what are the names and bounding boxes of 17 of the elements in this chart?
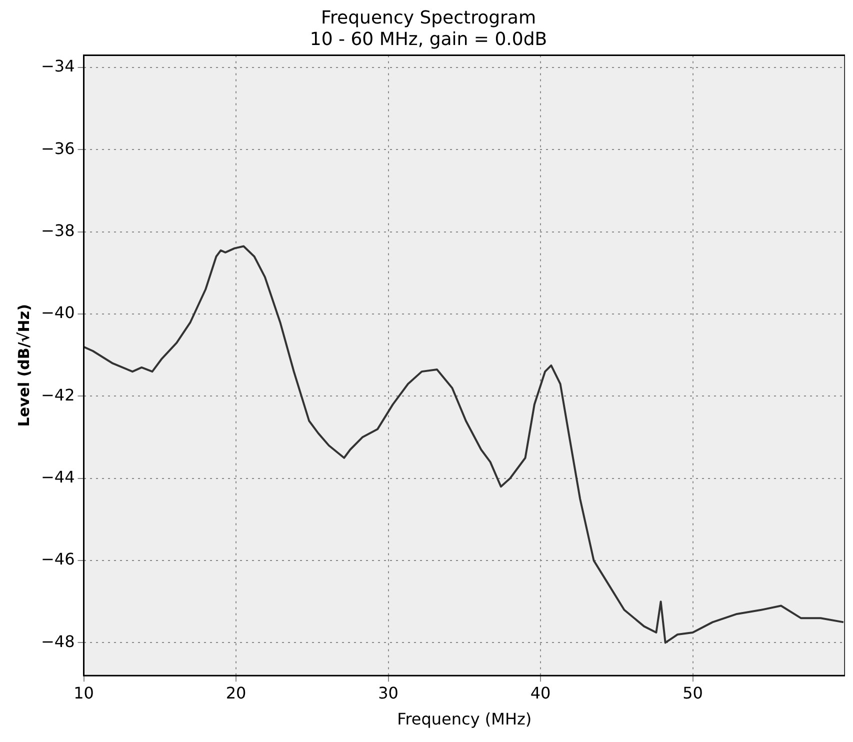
y-tick-label: −34 — [41, 56, 75, 76]
x-axis-title: Frequency (MHz) — [397, 710, 532, 729]
y-axis-title: Level (dB/√Hz) — [14, 304, 33, 427]
x-tick-label: 40 — [530, 683, 551, 702]
x-tick-label: 20 — [226, 683, 246, 702]
y-tick-label: −38 — [41, 221, 75, 240]
chart-subtitle: 10 - 60 MHz, gain = 0.0dB — [310, 29, 548, 50]
y-tick-label: −46 — [41, 550, 75, 569]
x-tick-label: 10 — [74, 683, 94, 702]
y-tick-label: −44 — [41, 468, 75, 487]
y-tick-label: −48 — [41, 632, 75, 651]
y-tick-label: −36 — [41, 138, 75, 158]
x-tick-label: 50 — [682, 683, 703, 702]
x-tick-label: 30 — [378, 683, 398, 702]
y-tick-label: −42 — [41, 385, 75, 404]
chart-title: Frequency Spectrogram — [321, 7, 536, 28]
y-tick-label: −40 — [41, 303, 75, 322]
